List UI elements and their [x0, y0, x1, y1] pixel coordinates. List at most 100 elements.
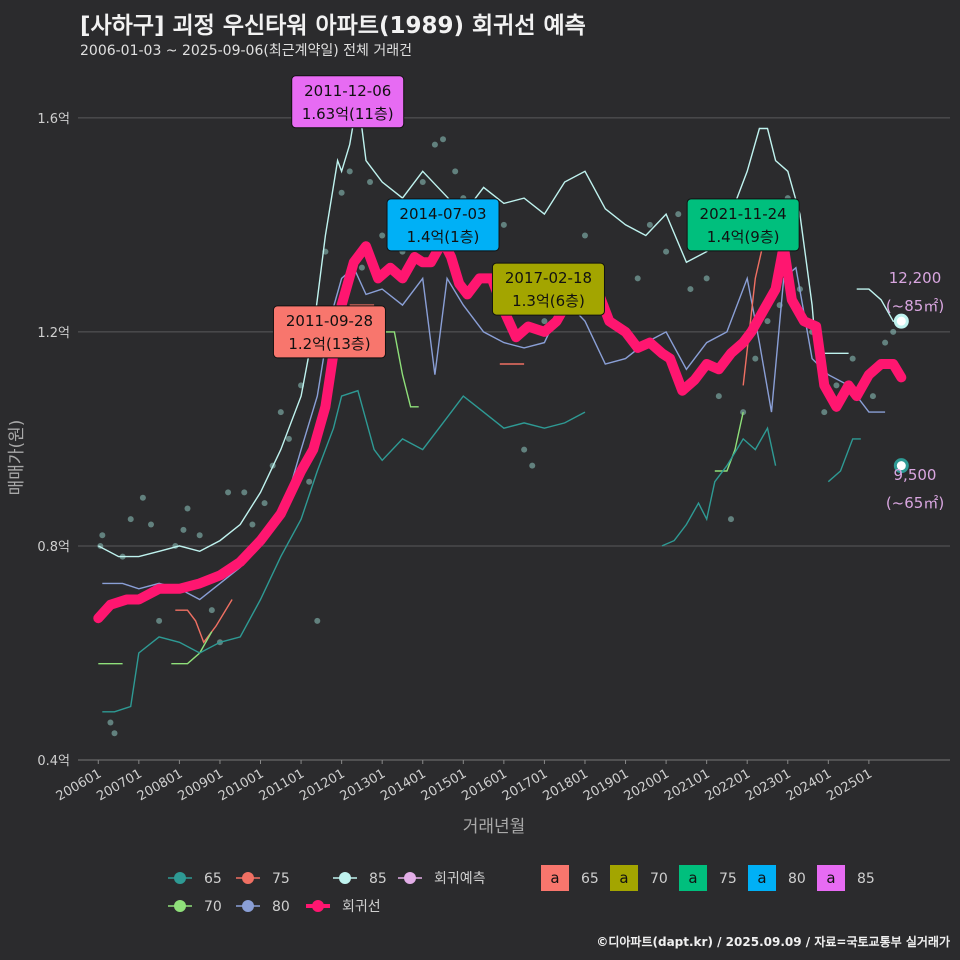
forecast-point — [893, 313, 909, 329]
x-tick-label: 201401 — [378, 766, 428, 804]
forecast-point — [893, 458, 909, 474]
scatter-point — [127, 516, 134, 523]
legend-marker — [242, 872, 254, 884]
annotation-box — [491, 262, 605, 316]
x-tick-label: 201001 — [216, 766, 266, 804]
scatter-point — [890, 328, 897, 335]
legend-marker — [242, 900, 254, 912]
x-tick-label: 200801 — [135, 766, 185, 804]
legend-marker — [339, 872, 351, 884]
legend-label: 85 — [369, 871, 387, 887]
scatter-point — [346, 168, 353, 175]
scatter-point — [687, 286, 694, 293]
scatter-point — [869, 393, 876, 400]
series-line-85 — [97, 96, 849, 558]
legend-box — [817, 865, 845, 891]
annotation-date: 2017-02-18 — [505, 269, 592, 287]
legend-marker — [174, 872, 186, 884]
annotation-box — [272, 305, 386, 359]
scatter-point — [419, 179, 426, 186]
legend-marker — [404, 872, 416, 884]
legend-box-glyph: a — [550, 869, 559, 887]
scatter-point — [646, 221, 653, 228]
scatter-point — [452, 168, 459, 175]
legend-label: 회귀예측 — [434, 871, 486, 887]
forecast-area-label: (~85㎡) — [886, 297, 944, 315]
forecast-value-label: 12,200 — [889, 269, 942, 287]
legend-label: 65 — [204, 871, 222, 887]
y-tick-label: 0.4억 — [37, 754, 70, 769]
annotation-value: 1.4억(9층) — [707, 228, 780, 246]
annotation-box — [291, 75, 405, 129]
x-tick-label: 202001 — [622, 766, 672, 804]
scatter-point — [703, 275, 710, 282]
scatter-point — [431, 141, 438, 148]
series-line-70 — [382, 331, 419, 408]
legend-box-glyph: a — [826, 869, 835, 887]
scatter-point — [849, 355, 856, 362]
chart-subtitle: 2006-01-03 ~ 2025-09-06(최근계약일) 전체 거래건 — [80, 43, 412, 59]
x-tick-label: 200701 — [94, 766, 144, 804]
legend-box-label: 70 — [650, 871, 668, 887]
y-tick-label: 1.2억 — [37, 326, 70, 341]
x-tick-label: 201901 — [581, 766, 631, 804]
scatter-point — [821, 409, 828, 416]
legend-box-glyph: a — [619, 869, 628, 887]
legend-box-label: 80 — [788, 871, 806, 887]
legend-label: 회귀선 — [342, 899, 381, 915]
annotation-date: 2014-07-03 — [399, 205, 486, 223]
legend-box — [541, 865, 569, 891]
scatter-point — [156, 617, 163, 624]
y-tick-label: 0.8억 — [37, 540, 70, 555]
x-tick-label: 201301 — [338, 766, 388, 804]
scatter-point — [358, 264, 365, 271]
scatter-point — [306, 478, 313, 485]
scatter-point — [541, 318, 548, 325]
x-tick-label: 202201 — [703, 766, 753, 804]
scatter-point — [675, 211, 682, 218]
series-line-65 — [661, 426, 777, 547]
y-axis-title: 매매가(원) — [7, 420, 27, 496]
series-line-70 — [171, 631, 213, 665]
series-line-80 — [102, 266, 886, 601]
legend-label: 75 — [272, 871, 290, 887]
x-tick-label: 200601 — [54, 766, 104, 804]
legend-box-glyph: a — [688, 869, 697, 887]
scatter-point — [634, 275, 641, 282]
x-tick-label: 201601 — [459, 766, 509, 804]
forecast-area-label: (~65㎡) — [886, 494, 944, 512]
scatter-point — [285, 435, 292, 442]
legend-box — [610, 865, 638, 891]
scatter-point — [581, 232, 588, 239]
scatter-point — [241, 489, 248, 496]
legend-marker — [312, 900, 324, 912]
x-tick-label: 201201 — [297, 766, 347, 804]
legend-label: 70 — [204, 899, 222, 915]
x-tick-label: 202301 — [743, 766, 793, 804]
scatter-point — [208, 607, 215, 614]
chart-title: [사하구] 괴정 우신타워 아파트(1989) 회귀선 예측 — [80, 13, 586, 39]
scatter-point — [148, 521, 155, 528]
annotation-value: 1.63억(11층) — [302, 105, 394, 123]
annotation-date: 2011-09-28 — [286, 312, 373, 330]
scatter-point — [338, 189, 345, 196]
annotation-date: 2021-11-24 — [700, 205, 787, 223]
x-tick-label: 201801 — [540, 766, 590, 804]
x-tick-label: 200901 — [175, 766, 225, 804]
scatter-point — [663, 248, 670, 255]
scatter-point — [196, 532, 203, 539]
x-axis-title: 거래년월 — [463, 817, 526, 837]
legend-box-label: 65 — [581, 871, 599, 887]
series-line-75 — [175, 599, 233, 644]
scatter-point — [249, 521, 256, 528]
annotation-value: 1.2억(13층) — [288, 335, 370, 353]
legend-box-label: 85 — [857, 871, 875, 887]
scatter-point — [277, 409, 284, 416]
scatter-point — [314, 617, 321, 624]
legend-label: 80 — [272, 899, 290, 915]
x-tick-label: 201501 — [419, 766, 469, 804]
scatter-point — [440, 136, 447, 143]
scatter-point — [500, 221, 507, 228]
legend-box — [748, 865, 776, 891]
